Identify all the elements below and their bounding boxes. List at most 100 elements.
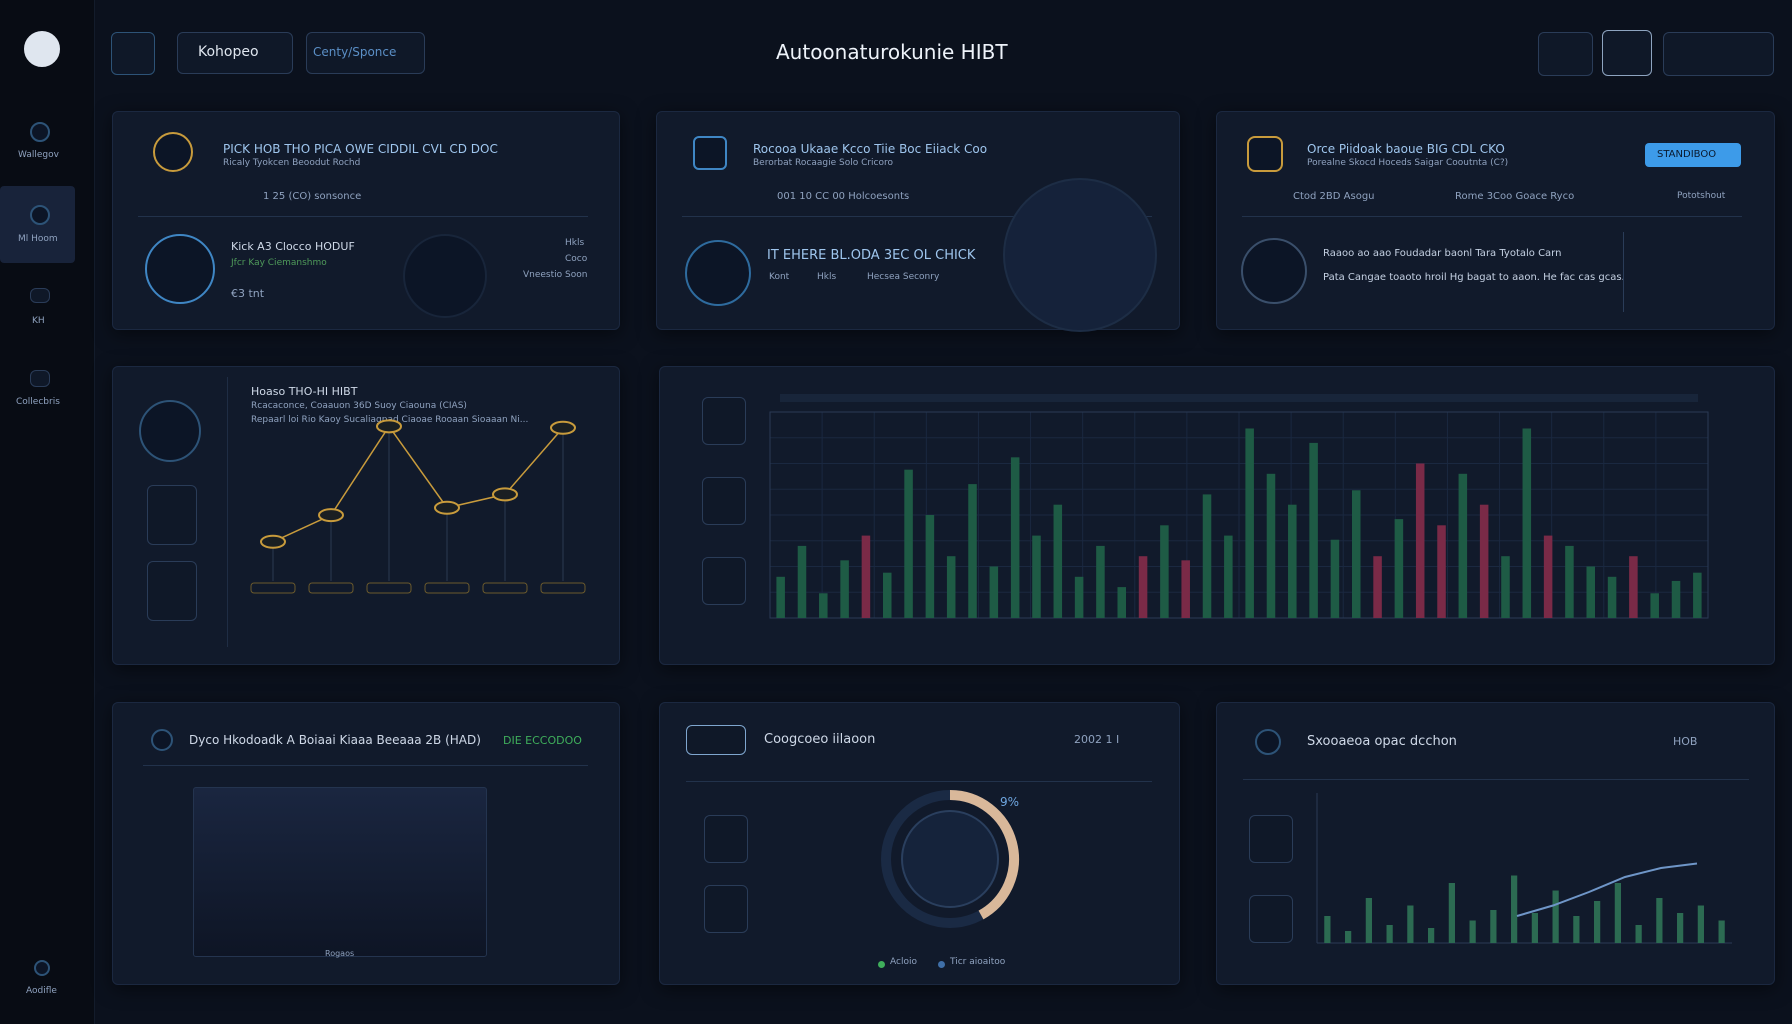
card-line: Raaoo ao aao Foudadar baonl Tara Tyotalo… bbox=[1323, 248, 1562, 259]
bar bbox=[1415, 463, 1425, 618]
nav-item[interactable]: Ml Hoom bbox=[18, 234, 58, 244]
bar bbox=[1614, 883, 1621, 943]
point bbox=[550, 420, 576, 435]
card-subtitle: Ricaly Tyokcen Beoodut Rochd bbox=[223, 158, 361, 168]
header-button[interactable] bbox=[1538, 32, 1593, 76]
side-text: Hkls bbox=[565, 238, 585, 248]
bar bbox=[1407, 905, 1414, 943]
nav-footer[interactable]: Aodifle bbox=[26, 986, 57, 996]
point bbox=[318, 508, 344, 523]
panel-icon bbox=[704, 885, 748, 933]
nav-icon[interactable] bbox=[30, 288, 50, 303]
image-caption: Rogaos bbox=[325, 949, 355, 958]
bar bbox=[1635, 925, 1642, 943]
trend-line bbox=[1516, 862, 1698, 917]
panel-icon bbox=[147, 485, 197, 545]
bar bbox=[1386, 925, 1393, 943]
panel-subtitle: Rcacaconce, Coaauon 36D Suoy Ciaouna (CI… bbox=[251, 401, 467, 411]
bar bbox=[1053, 504, 1063, 618]
bar bbox=[1117, 587, 1127, 618]
bar bbox=[1543, 535, 1553, 618]
bar bbox=[840, 560, 849, 618]
nav-item[interactable]: Collecbris bbox=[16, 397, 60, 407]
action-button-label[interactable]: STANDIBOO bbox=[1657, 149, 1717, 160]
card-icon bbox=[153, 132, 193, 172]
bar bbox=[1437, 525, 1446, 618]
panel-title: Hoaso THO-HI HIBT bbox=[251, 385, 358, 398]
bar bbox=[1458, 473, 1468, 618]
card-meta: Pototshout bbox=[1677, 191, 1726, 201]
side-text: Vneestio Soon bbox=[523, 270, 588, 280]
sidebar: Wallegov Ml Hoom KH Collecbris Aodifle bbox=[0, 0, 95, 1024]
action-button[interactable] bbox=[1645, 143, 1741, 167]
bar bbox=[1224, 535, 1233, 618]
bar bbox=[904, 469, 913, 618]
toggle[interactable] bbox=[686, 725, 746, 755]
avatar bbox=[1241, 238, 1307, 304]
trend-chart bbox=[1316, 793, 1732, 944]
tab[interactable] bbox=[177, 32, 293, 74]
bar bbox=[1309, 442, 1318, 618]
x-pill bbox=[308, 582, 354, 594]
header-button[interactable] bbox=[1602, 30, 1652, 76]
nav-item[interactable]: KH bbox=[32, 316, 45, 326]
bar bbox=[1288, 504, 1297, 618]
panel-side: 2002 1 I bbox=[1074, 733, 1120, 746]
panel-icon bbox=[702, 557, 746, 605]
card: Orce Piidoak baoue BIG CDL CKO Porealne … bbox=[1216, 111, 1775, 330]
bar bbox=[1607, 576, 1617, 618]
bar bbox=[1573, 916, 1580, 943]
bar bbox=[1202, 494, 1212, 618]
nav-icon[interactable] bbox=[30, 205, 50, 225]
bar bbox=[882, 572, 892, 618]
tab-label[interactable]: Centy/Sponce bbox=[313, 45, 397, 59]
image-panel: Dyco Hkodoadk A Boiaai Kiaaa Beeaaa 2B (… bbox=[112, 702, 620, 985]
app-icon[interactable] bbox=[111, 32, 155, 75]
bar bbox=[1345, 931, 1352, 943]
nav-icon[interactable] bbox=[30, 370, 50, 387]
side-text: Coco bbox=[565, 254, 588, 264]
x-pill bbox=[540, 582, 586, 594]
bar bbox=[1181, 560, 1190, 618]
divider bbox=[143, 765, 588, 766]
card-meta: Ctod 2BD Asogu bbox=[1293, 191, 1375, 202]
card-title: Rocooa Ukaae Kcco Tiie Boc Eiiack Coo bbox=[753, 142, 988, 156]
nav-icon[interactable] bbox=[34, 960, 50, 976]
bar bbox=[1511, 875, 1518, 943]
logo[interactable] bbox=[24, 31, 60, 67]
panel-icon bbox=[1249, 895, 1293, 943]
header-strip bbox=[780, 394, 1698, 402]
card-name: Kick A3 Clocco HODUF bbox=[231, 240, 355, 253]
avatar bbox=[145, 234, 215, 304]
tag: Kont bbox=[769, 272, 790, 282]
tab[interactable] bbox=[306, 32, 425, 74]
legend-dot bbox=[938, 961, 945, 968]
bar bbox=[1010, 457, 1020, 618]
decor-circle bbox=[1003, 178, 1157, 332]
x-pill bbox=[424, 582, 470, 594]
bar bbox=[1469, 920, 1476, 943]
divider bbox=[682, 216, 1152, 217]
card-meta: 001 10 CC 00 Holcoesonts bbox=[777, 191, 910, 202]
tab-label[interactable]: Kohopeo bbox=[198, 44, 259, 60]
panel-title: Sxooaeoa opac dcchon bbox=[1307, 734, 1457, 749]
nav-icon[interactable] bbox=[30, 122, 50, 142]
bar bbox=[1074, 576, 1084, 618]
bar bbox=[1531, 913, 1538, 943]
bar bbox=[776, 576, 785, 618]
header-button[interactable] bbox=[1663, 32, 1774, 76]
x-pill bbox=[366, 582, 412, 594]
card-meta: 1 25 (CO) sonsonce bbox=[263, 191, 362, 202]
nav-item[interactable]: Wallegov bbox=[18, 150, 59, 160]
bar bbox=[797, 545, 807, 618]
legend-dot bbox=[878, 961, 885, 968]
x-pill bbox=[250, 582, 296, 594]
divider bbox=[1242, 216, 1742, 217]
panel-title: Coogcoeo iilaoon bbox=[764, 732, 876, 747]
bar bbox=[1266, 473, 1276, 618]
donut-label: 9% bbox=[1000, 795, 1020, 809]
avatar bbox=[685, 240, 751, 306]
bar bbox=[1693, 572, 1702, 618]
bar bbox=[1501, 556, 1510, 618]
